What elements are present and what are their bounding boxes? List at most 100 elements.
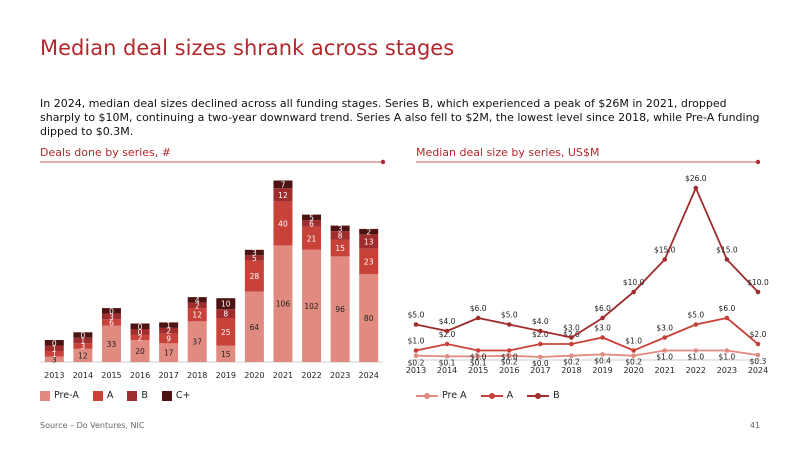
line-series-b: [415, 185, 759, 339]
bar-x-tick-2017: 2017: [158, 371, 178, 380]
legend-item-b: B: [527, 390, 560, 401]
line-label-pre-a-2016: $0.2: [501, 358, 518, 367]
line-chart-legend: Pre A A B: [416, 390, 566, 401]
bar-label-pre-a-2019: 15: [221, 350, 231, 359]
bar-cplus-2023: [330, 225, 350, 232]
line-label-a-2023: $6.0: [719, 304, 736, 313]
legend-line-swatch: [527, 392, 550, 400]
line-point-a-2019: [600, 335, 605, 340]
bar-a-2015: [101, 319, 121, 326]
legend-label: B: [141, 390, 148, 401]
line-x-tick-2015: 2015: [468, 366, 488, 375]
bar-cplus-2022: [302, 214, 322, 221]
bar-pre-a-2016: [130, 340, 150, 362]
line-label-b-2018: $3.0: [563, 324, 580, 333]
line-label-b-2020: $10.0: [623, 278, 645, 287]
line-label-pre-a-2021: $1.0: [656, 353, 673, 362]
line-label-a-2021: $3.0: [656, 324, 673, 333]
bar-b-2020: [244, 255, 264, 261]
bar-pre-a-2019: [216, 345, 236, 362]
bar-b-2019: [216, 309, 236, 318]
legend-label: A: [506, 390, 514, 401]
line-point-b-2014: [444, 328, 450, 334]
line-label-a-2017: $2.0: [532, 330, 549, 339]
line-label-pre-a-2023: $1.0: [719, 353, 736, 362]
line-point-b-2023: [724, 257, 730, 262]
bar-label-a-2022: 21: [307, 234, 317, 243]
line-point-pre-a-2014: [444, 354, 450, 359]
bar-label-cplus-2021: 7: [281, 180, 286, 189]
bar-label-b-2021: 12: [278, 191, 288, 200]
line-point-a-2017: [538, 341, 543, 347]
legend-item-cplus: C+: [161, 390, 190, 401]
line-x-tick-2022: 2022: [686, 366, 706, 375]
line-point-a-2024: [755, 341, 761, 347]
legend-swatch: [40, 390, 50, 401]
line-label-a-2024: $2.0: [750, 330, 767, 339]
bar-label-pre-a-2015: 33: [107, 340, 117, 349]
bar-pre-a-2024: [359, 274, 379, 362]
bar-a-2024: [359, 248, 379, 274]
line-point-pre-a-2021: [662, 348, 668, 353]
bar-x-tick-2020: 2020: [244, 371, 264, 380]
bar-x-tick-2013: 2013: [44, 371, 64, 380]
bar-label-b-2013: 1: [52, 344, 57, 353]
line-x-tick-2016: 2016: [499, 366, 519, 375]
bar-x-tick-2018: 2018: [187, 371, 207, 380]
line-label-b-2017: $4.0: [532, 317, 549, 326]
bar-b-2017: [159, 327, 179, 334]
bar-label-cplus-2024: 2: [366, 228, 371, 237]
bar-label-a-2014: 3: [80, 342, 85, 351]
line-label-a-2018: $2.0: [563, 330, 580, 339]
legend-swatch: [161, 390, 172, 401]
bar-label-b-2018: 2: [195, 301, 200, 310]
line-point-a-2018: [569, 341, 574, 347]
line-chart-title: Median deal size by series, US$M: [416, 146, 600, 159]
line-x-tick-2024: 2024: [748, 366, 768, 375]
line-label-a-2020: $1.0: [625, 337, 642, 346]
line-chart-divider-dot: [755, 159, 761, 165]
bar-chart-title: Deals done by series, #: [40, 146, 171, 159]
line-point-a-2015: [475, 348, 481, 353]
line-point-a-2023: [724, 315, 730, 321]
legend-label: Pre A: [442, 390, 467, 401]
line-x-tick-2018: 2018: [561, 366, 581, 375]
line-label-pre-a-2014: $0.1: [439, 358, 456, 367]
line-series-a: [415, 317, 759, 352]
bar-label-cplus-2015: 0: [109, 307, 114, 316]
bar-label-a-2023: 15: [335, 244, 345, 253]
line-point-b-2022: [693, 185, 699, 191]
bar-label-b-2014: 1: [80, 337, 85, 346]
bar-a-2021: [273, 201, 293, 246]
line-x-tick-2014: 2014: [437, 366, 457, 375]
line-point-b-2019: [600, 315, 605, 321]
bar-cplus-2020: [244, 249, 264, 256]
line-label-a-2015: $1.0: [470, 353, 487, 362]
bar-cplus-2018: [187, 297, 207, 303]
bar-b-2021: [273, 188, 293, 202]
bar-label-pre-a-2020: 64: [250, 323, 260, 332]
line-point-a-2022: [693, 322, 699, 327]
bar-x-tick-2014: 2014: [73, 371, 93, 380]
line-label-pre-a-2024: $0.3: [750, 357, 767, 366]
line-label-a-2019: $3.0: [594, 324, 611, 333]
bar-label-cplus-2016: 0: [138, 322, 143, 331]
bar-label-pre-a-2016: 20: [135, 347, 145, 356]
bar-label-a-2020: 28: [250, 272, 260, 281]
bar-label-b-2023: 8: [338, 232, 343, 241]
line-label-pre-a-2013: $0.2: [408, 359, 425, 368]
line-point-pre-a-2018: [569, 353, 574, 359]
legend-label: B: [553, 390, 560, 401]
line-point-a-2016: [506, 348, 512, 353]
line-point-pre-a-2017: [538, 354, 543, 360]
bar-label-pre-a-2014: 12: [78, 351, 88, 360]
bar-pre-a-2013: [44, 356, 64, 362]
bar-pre-a-2020: [244, 291, 264, 362]
line-point-pre-a-2022: [693, 348, 699, 353]
bar-a-2023: [330, 239, 350, 257]
bar-b-2023: [330, 231, 350, 240]
legend-item-b: B: [127, 390, 148, 401]
bar-label-pre-a-2022: 102: [304, 302, 319, 311]
line-label-b-2019: $6.0: [594, 304, 611, 313]
line-point-pre-a-2019: [600, 352, 605, 357]
